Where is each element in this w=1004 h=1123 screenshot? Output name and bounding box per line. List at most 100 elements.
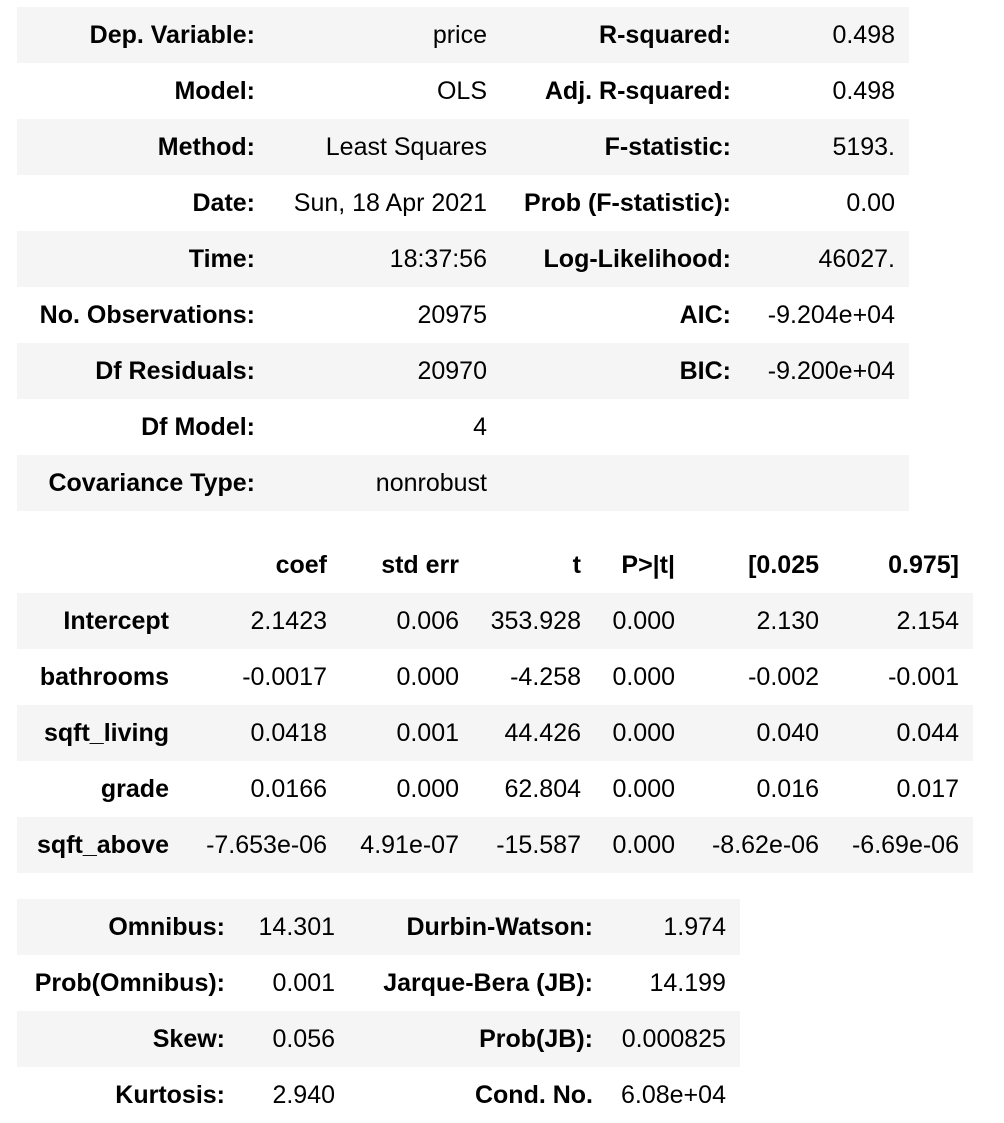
coefficient-row: Intercept 2.1423 0.006 353.928 0.000 2.1… bbox=[17, 593, 973, 649]
diagnostic-value: 0.056 bbox=[272, 1024, 335, 1053]
summary-label bbox=[501, 399, 745, 455]
summary-label: Df Residuals: bbox=[95, 356, 255, 385]
diagnostic-label: Prob(JB): bbox=[479, 1024, 593, 1053]
diagnostic-value: 14.301 bbox=[258, 912, 335, 941]
p-value: 0.000 bbox=[612, 606, 675, 635]
summary-value: Least Squares bbox=[325, 132, 487, 161]
coef-value: 0.0166 bbox=[250, 774, 327, 803]
diagnostics-row: Skew: 0.056 Prob(JB): 0.000825 bbox=[17, 1011, 740, 1067]
summary-label: R-squared: bbox=[599, 20, 731, 49]
summary-value: 20975 bbox=[417, 300, 487, 329]
t-value: 44.426 bbox=[504, 718, 581, 747]
summary-label: Df Model: bbox=[141, 412, 255, 441]
summary-label bbox=[501, 455, 745, 511]
summary-row: Dep. Variable: price R-squared: 0.498 bbox=[17, 7, 909, 63]
ci-low-value: 2.130 bbox=[756, 606, 819, 635]
t-value: 62.804 bbox=[504, 774, 581, 803]
summary-value: 46027. bbox=[818, 244, 895, 273]
summary-value: OLS bbox=[436, 76, 487, 105]
t-value: -15.587 bbox=[496, 830, 581, 859]
summary-row: Method: Least Squares F-statistic: 5193. bbox=[17, 119, 909, 175]
summary-value bbox=[745, 399, 909, 455]
summary-label: Log-Likelihood: bbox=[543, 244, 731, 273]
summary-label: BIC: bbox=[679, 356, 731, 385]
model-summary-table: Dep. Variable: price R-squared: 0.498 Mo… bbox=[17, 7, 909, 511]
summary-value bbox=[745, 455, 909, 511]
diagnostic-value: 14.199 bbox=[649, 968, 726, 997]
variable-name: bathrooms bbox=[39, 662, 169, 691]
summary-label: Model: bbox=[174, 76, 255, 105]
variable-name: sqft_above bbox=[37, 830, 169, 859]
coefficient-row: sqft_living 0.0418 0.001 44.426 0.000 0.… bbox=[17, 705, 973, 761]
summary-value: -9.204e+04 bbox=[767, 300, 895, 329]
ci-low-value: -0.002 bbox=[748, 662, 819, 691]
summary-label: Dep. Variable: bbox=[89, 20, 255, 49]
summary-row: Covariance Type: nonrobust bbox=[17, 455, 909, 511]
diagnostic-label: Prob(Omnibus): bbox=[34, 968, 225, 997]
ci-low-value: -8.62e-06 bbox=[711, 830, 819, 859]
diagnostics-table: Omnibus: 14.301 Durbin-Watson: 1.974 Pro… bbox=[17, 899, 740, 1123]
coefficient-row: sqft_above -7.653e-06 4.91e-07 -15.587 0… bbox=[17, 817, 973, 873]
diagnostics-row: Kurtosis: 2.940 Cond. No. 6.08e+04 bbox=[17, 1067, 740, 1123]
variable-name: Intercept bbox=[63, 606, 169, 635]
std-err-value: 0.001 bbox=[396, 718, 459, 747]
coef-value: 0.0418 bbox=[250, 718, 327, 747]
ci-high-value: -6.69e-06 bbox=[851, 830, 959, 859]
header-cell-t: t bbox=[572, 550, 581, 579]
summary-value: 4 bbox=[473, 412, 487, 441]
summary-value: 0.00 bbox=[846, 188, 895, 217]
summary-row: Date: Sun, 18 Apr 2021 Prob (F-statistic… bbox=[17, 175, 909, 231]
ci-high-value: 0.044 bbox=[896, 718, 959, 747]
coef-value: 2.1423 bbox=[250, 606, 327, 635]
summary-value: Sun, 18 Apr 2021 bbox=[293, 188, 487, 217]
variable-name: sqft_living bbox=[43, 718, 169, 747]
diagnostic-label: Kurtosis: bbox=[115, 1080, 225, 1109]
diagnostic-value: 2.940 bbox=[272, 1080, 335, 1109]
ci-high-value: 2.154 bbox=[896, 606, 959, 635]
ci-high-value: -0.001 bbox=[888, 662, 959, 691]
summary-row: Model: OLS Adj. R-squared: 0.498 bbox=[17, 63, 909, 119]
summary-label: Covariance Type: bbox=[48, 468, 255, 497]
diagnostics-row: Omnibus: 14.301 Durbin-Watson: 1.974 bbox=[17, 899, 740, 955]
summary-row: Df Model: 4 bbox=[17, 399, 909, 455]
coef-value: -7.653e-06 bbox=[206, 830, 327, 859]
diagnostic-label: Omnibus: bbox=[108, 912, 225, 941]
diagnostic-value: 0.001 bbox=[272, 968, 335, 997]
diagnostic-label: Cond. No. bbox=[474, 1080, 593, 1109]
coefficients-table: coef std err t P>|t| [0.025 0.975] Inter… bbox=[17, 537, 973, 873]
std-err-value: 0.006 bbox=[396, 606, 459, 635]
header-cell-ci-low: [0.025 bbox=[748, 550, 819, 579]
header-cell-coef: coef bbox=[275, 550, 327, 579]
summary-label: Adj. R-squared: bbox=[544, 76, 731, 105]
summary-label: Prob (F-statistic): bbox=[524, 188, 731, 217]
summary-row: Df Residuals: 20970 BIC: -9.200e+04 bbox=[17, 343, 909, 399]
t-value: 353.928 bbox=[490, 606, 581, 635]
diagnostics-row: Prob(Omnibus): 0.001 Jarque-Bera (JB): 1… bbox=[17, 955, 740, 1011]
header-cell-p-value: P>|t| bbox=[621, 550, 675, 579]
p-value: 0.000 bbox=[612, 830, 675, 859]
diagnostic-label: Jarque-Bera (JB): bbox=[383, 968, 593, 997]
ci-low-value: 0.016 bbox=[756, 774, 819, 803]
p-value: 0.000 bbox=[612, 662, 675, 691]
header-cell-variable bbox=[17, 537, 183, 593]
coefficient-row: bathrooms -0.0017 0.000 -4.258 0.000 -0.… bbox=[17, 649, 973, 705]
summary-value: 20970 bbox=[417, 356, 487, 385]
p-value: 0.000 bbox=[612, 774, 675, 803]
summary-label: No. Observations: bbox=[39, 300, 255, 329]
coefficients-header-row: coef std err t P>|t| [0.025 0.975] bbox=[17, 537, 973, 593]
summary-label: F-statistic: bbox=[604, 132, 731, 161]
summary-value: 18:37:56 bbox=[389, 244, 487, 273]
summary-value: price bbox=[432, 20, 487, 49]
summary-label: Time: bbox=[188, 244, 255, 273]
summary-row: No. Observations: 20975 AIC: -9.204e+04 bbox=[17, 287, 909, 343]
summary-label: Method: bbox=[157, 132, 255, 161]
coefficient-row: grade 0.0166 0.000 62.804 0.000 0.016 0.… bbox=[17, 761, 973, 817]
summary-label: Date: bbox=[192, 188, 255, 217]
diagnostic-label: Durbin-Watson: bbox=[406, 912, 593, 941]
summary-value: 0.498 bbox=[832, 76, 895, 105]
p-value: 0.000 bbox=[612, 718, 675, 747]
summary-value: 0.498 bbox=[832, 20, 895, 49]
coef-value: -0.0017 bbox=[242, 662, 327, 691]
std-err-value: 0.000 bbox=[396, 774, 459, 803]
header-cell-std-err: std err bbox=[381, 550, 459, 579]
